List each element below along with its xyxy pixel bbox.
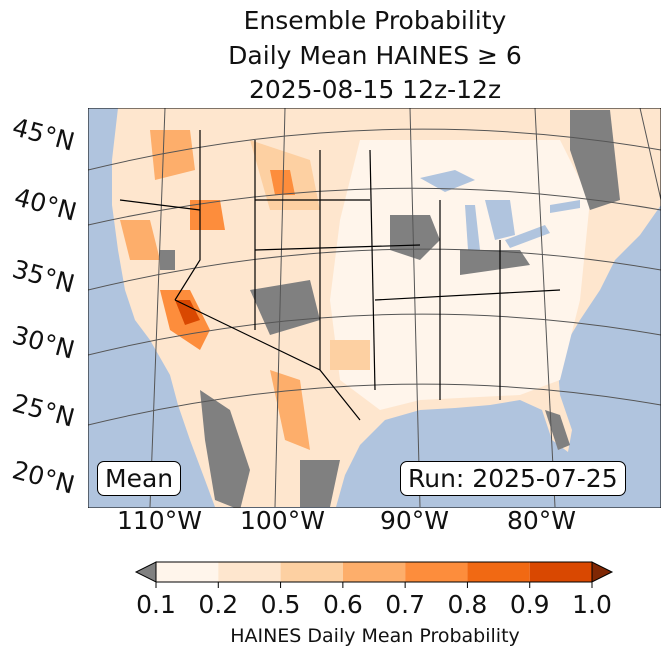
state-borders <box>119 130 561 421</box>
probability-map <box>88 108 661 508</box>
colorbar-tick-label: 0.7 <box>385 590 426 619</box>
colorbar <box>134 561 614 588</box>
colorbar-segment <box>467 562 530 582</box>
graticule <box>88 108 661 508</box>
colorbar-tick-label: 0.6 <box>322 590 363 619</box>
colorbar-under-arrow <box>134 561 157 583</box>
colorbar-segment <box>156 562 219 582</box>
colorbar-label: HAINES Daily Mean Probability <box>230 625 520 647</box>
colorbar-segment <box>218 562 281 582</box>
colorbar-tick-label: 0.8 <box>447 590 488 619</box>
lon-label-100w: 100°W <box>240 506 325 535</box>
lat-label-35: 35°N <box>9 254 78 299</box>
mean-label-box: Mean <box>97 461 182 496</box>
lat-label-20: 20°N <box>9 455 78 500</box>
lat-label-40: 40°N <box>11 182 80 227</box>
lon-label-110w: 110°W <box>117 506 202 535</box>
colorbar-tick-label: 0.1 <box>136 590 176 619</box>
colorbar-segment <box>529 562 592 582</box>
title-line-2: Daily Mean HAINES ≥ 6 <box>228 41 522 70</box>
great-lakes <box>420 170 580 250</box>
colorbar-tick-label: 0.9 <box>509 590 550 619</box>
run-date-box: Run: 2025-07-25 <box>400 461 626 496</box>
colorbar-segment <box>280 562 343 582</box>
colorbar-over-arrow <box>591 561 614 583</box>
title-line-1: Ensemble Probability <box>243 6 507 35</box>
lat-label-45: 45°N <box>9 112 78 157</box>
lat-label-30: 30°N <box>9 320 78 365</box>
colorbar-segment <box>405 562 468 582</box>
lon-label-90w: 90°W <box>380 506 450 535</box>
colorbar-tick-label: 0.5 <box>260 590 301 619</box>
missing-data-areas <box>160 110 620 508</box>
colorbar-segment <box>342 562 406 582</box>
title-line-3: 2025-08-15 12z-12z <box>248 75 502 104</box>
lat-label-25: 25°N <box>9 388 78 433</box>
colorbar-tick-label: 0.2 <box>198 590 239 619</box>
colorbar-tick-label: 1.0 <box>572 590 612 619</box>
lon-label-80w: 80°W <box>507 506 577 535</box>
